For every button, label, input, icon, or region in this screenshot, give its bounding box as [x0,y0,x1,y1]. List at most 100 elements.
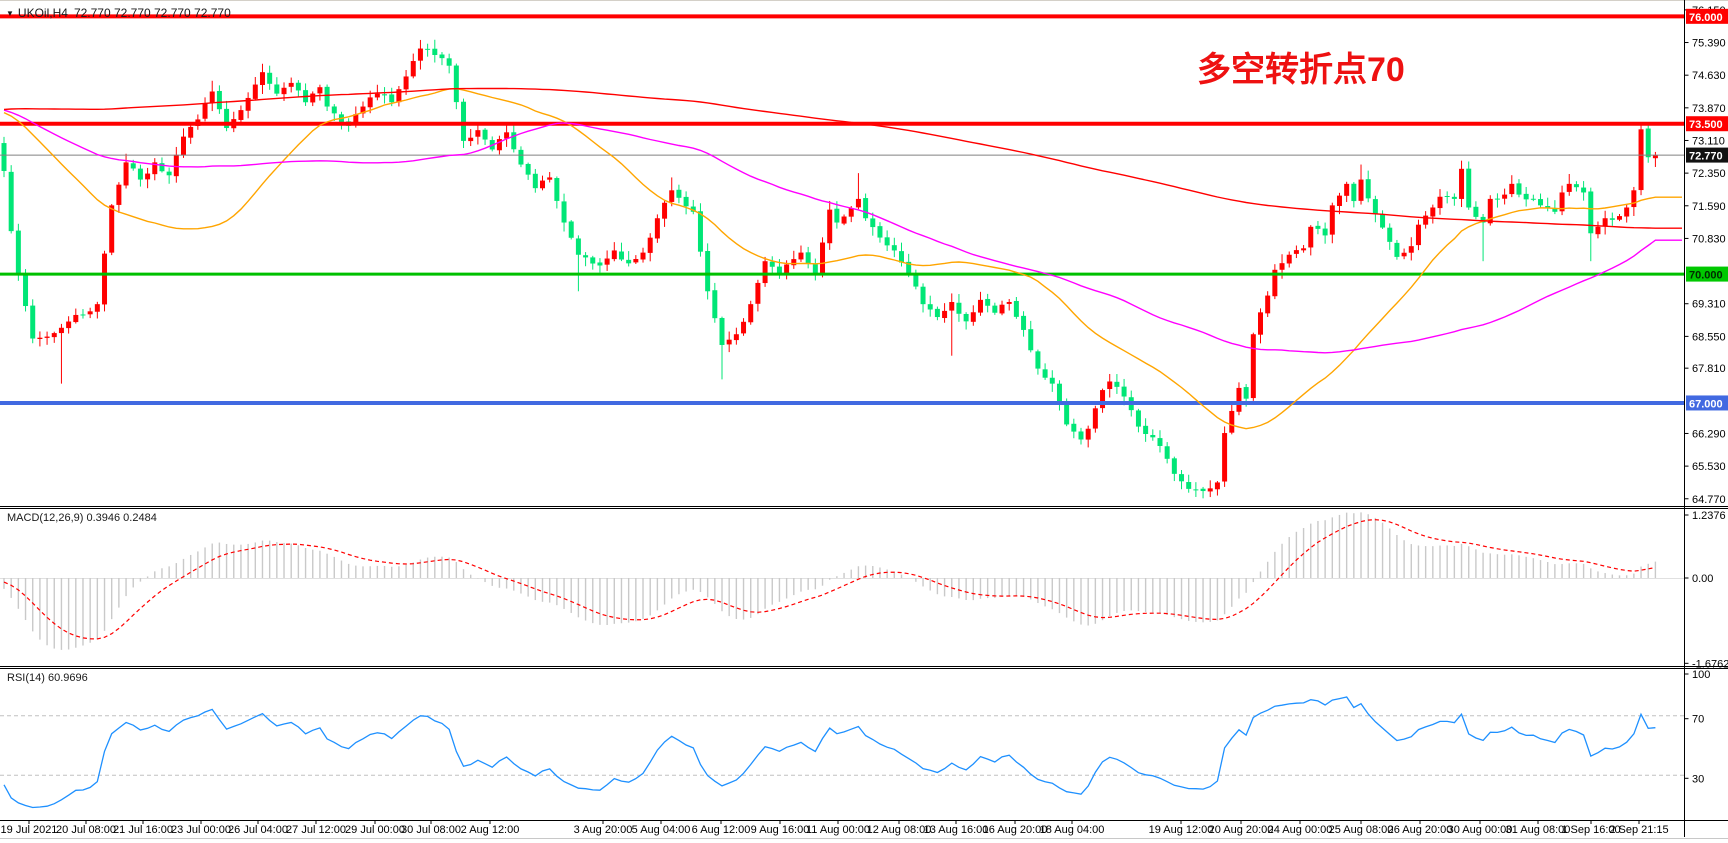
candle-body [568,221,574,238]
candle-body [906,261,912,275]
candle-body [1329,205,1335,235]
macd-values: 0.3946 0.2484 [86,512,157,524]
macd-signal-line [3,519,1656,640]
candle-body [841,216,847,224]
candle-body [1451,196,1457,199]
candle-body [1265,295,1271,314]
time-axis-label: 18 Aug 04:00 [1040,824,1105,836]
price-axis-label: 75.390 [1692,38,1726,50]
candle-body [1179,474,1185,482]
candle-body [1078,431,1084,440]
candle-body [855,198,861,208]
candle-body [1279,263,1285,270]
time-axis-label: 21 Jul 16:00 [113,824,173,836]
candle-body [209,91,215,103]
rsi-name: RSI(14) [7,672,45,684]
candle-body [769,261,775,267]
candle-body [166,171,172,176]
candle-body [518,149,524,165]
candle-body [913,275,919,287]
candle-body [590,257,596,264]
candle-body [432,48,438,55]
candle-body [662,202,668,219]
macd-name: MACD(12,26,9) [7,512,84,524]
candle-body [1315,225,1321,229]
candle-body [317,87,323,94]
candle-body [310,93,316,103]
candle-body [1480,216,1486,223]
price-tag-72.770: 72.770 [1689,151,1723,163]
candle-body [410,61,416,77]
candle-body [999,304,1005,314]
candle-body [1624,207,1630,217]
price-tag-box [1686,147,1728,163]
candle-body [1301,248,1307,251]
time-axis-label: 2 Aug 12:00 [461,824,520,836]
price-tag-box [1686,116,1728,132]
price-axis-label: 73.870 [1692,103,1726,115]
time-axis-label: 20 Aug 20:00 [1209,824,1274,836]
candle-body [1157,438,1163,446]
candle-body [202,103,208,119]
candle-body [1566,183,1572,192]
candle-body [94,304,100,312]
candle-body [1135,410,1141,427]
candle-body [834,208,840,223]
candle-body [1042,369,1048,378]
candle-body [1150,435,1156,438]
candle-body [252,84,258,99]
candle-body [719,317,725,345]
candle-body [1107,381,1113,390]
candle-body [1286,254,1292,264]
candle-body [647,237,653,253]
candle-body [1530,198,1536,200]
candle-body [1006,302,1012,304]
candle-body [1028,329,1034,351]
candle-body [8,171,14,232]
candle-body [1502,194,1508,199]
time-axis-label: 2 Sep 21:15 [1609,824,1668,836]
candle-body [453,65,459,103]
price-axis-label: 67.810 [1692,363,1726,375]
candle-body [1293,250,1299,254]
candle-body [281,87,287,95]
candle-body [575,238,581,255]
candle-body [626,259,632,264]
candle-body [1013,300,1019,317]
candle-body [1365,179,1371,199]
candle-body [1049,377,1055,384]
candle-body [633,258,639,263]
candle-body [360,106,366,114]
candle-body [805,252,811,265]
candle-body [367,97,373,108]
candle-body [920,286,926,305]
chart-annotation: 多空转折点70 [1197,51,1405,89]
candle-body [1114,381,1120,387]
candle-body [295,82,301,91]
symbol-dropdown-icon[interactable]: ▼ [6,9,14,18]
candle-body [1617,216,1622,220]
candle-body [1401,252,1407,257]
candle-body [611,250,617,260]
candle-body [382,94,388,96]
candle-body [741,321,747,334]
candle-body [1652,155,1658,159]
candle-body [705,251,711,292]
candle-body [583,255,589,258]
macd-indicator-label: MACD(12,26,9) 0.3946 0.2484 [7,512,157,524]
ma-line-ma-slow [3,87,1682,229]
price-axis-label: 68.550 [1692,331,1726,343]
candle-body [963,313,969,322]
candle-body [848,208,854,217]
candle-body [274,84,280,94]
candle-body [712,290,718,319]
candle-body [1444,196,1450,198]
ma-line-ma-fast [3,87,1682,430]
candle-body [425,48,431,50]
candle-body [1272,269,1278,297]
price-axis-label: 70.830 [1692,233,1726,245]
candle-body [554,178,560,201]
candle-body [331,106,337,114]
